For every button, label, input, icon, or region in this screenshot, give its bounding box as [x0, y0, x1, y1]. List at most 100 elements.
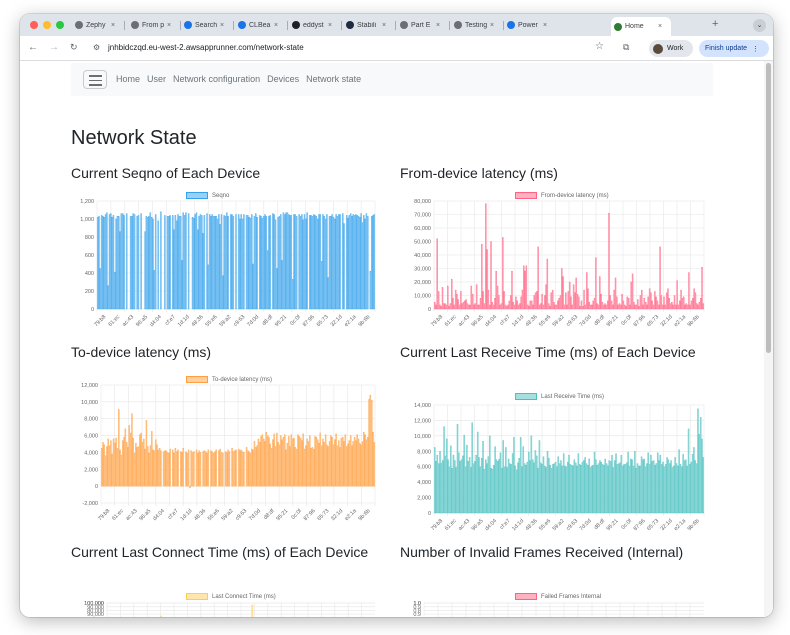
- scrollbar-thumb[interactable]: [766, 63, 771, 353]
- chart-bar: [248, 451, 250, 487]
- x-tick-label: 1d:1d: [511, 314, 525, 328]
- chart-bar: [501, 468, 503, 514]
- back-icon[interactable]: ←: [28, 42, 38, 53]
- page-scrollbar[interactable]: [764, 61, 773, 617]
- legend-swatch: [515, 192, 537, 199]
- chart-legend[interactable]: Seqno: [186, 192, 229, 199]
- chart-legend[interactable]: Failed Frames Internal: [515, 593, 601, 600]
- close-tab-icon[interactable]: ×: [328, 21, 333, 29]
- menu-toggle-icon[interactable]: [83, 70, 107, 89]
- chart-bar: [561, 268, 563, 310]
- reload-icon[interactable]: ↻: [70, 42, 78, 52]
- x-tick-label: 32:1d: [660, 518, 674, 532]
- new-tab-icon[interactable]: +: [712, 18, 719, 30]
- chart-bar: [492, 304, 495, 310]
- chart-bar: [153, 270, 156, 310]
- chart-bar: [178, 216, 181, 310]
- chart-bar: [343, 441, 345, 487]
- browser-tab[interactable]: Home ×: [611, 17, 671, 36]
- chart-bar: [697, 304, 699, 310]
- nav-link-network-state[interactable]: Network state: [306, 74, 362, 84]
- chart-bar: [663, 296, 665, 310]
- chart-bar: [139, 434, 141, 487]
- chart-bar: [255, 447, 257, 487]
- address-bar[interactable]: ⚙ jnhbidczqd.eu-west-2.awsapprunner.com/…: [88, 39, 648, 58]
- chart-bar: [115, 437, 117, 487]
- chart-bar: [179, 451, 182, 487]
- minimize-window-button[interactable]: [43, 21, 51, 29]
- chart-legend[interactable]: To-device latency (ms): [186, 376, 272, 383]
- close-window-button[interactable]: [30, 21, 38, 29]
- chart-bar: [475, 284, 478, 310]
- chart-bar: [249, 453, 252, 487]
- nav-link-user[interactable]: User: [147, 74, 167, 84]
- nav-link-home[interactable]: Home: [116, 74, 141, 84]
- x-tick-label: 9b:6b: [358, 508, 372, 522]
- y-tick-label: 400: [85, 271, 94, 277]
- chart-bar: [587, 464, 589, 514]
- close-tab-icon[interactable]: ×: [274, 21, 279, 29]
- chart-bar: [641, 289, 643, 310]
- chart-bar: [343, 223, 345, 310]
- chart-bar: [120, 454, 123, 487]
- tab-search-icon[interactable]: ⌄: [753, 19, 766, 32]
- x-tick-label: 32:1d: [330, 314, 344, 328]
- browser-tab[interactable]: Zephy ×: [72, 16, 122, 34]
- forward-icon[interactable]: →: [49, 42, 59, 53]
- close-tab-icon[interactable]: ×: [111, 21, 116, 29]
- tab-strip: Zephy × From p × Search × CLBea × eddyst × Stabili…: [20, 14, 773, 36]
- browser-tab[interactable]: eddyst ×: [289, 16, 339, 34]
- chart-bar: [172, 215, 174, 310]
- leaf-icon: [614, 22, 622, 31]
- close-tab-icon[interactable]: ×: [436, 21, 441, 29]
- url-text[interactable]: jnhbidczqd.eu-west-2.awsapprunner.com/ne…: [108, 43, 304, 52]
- chart-bar: [506, 306, 508, 310]
- chart-bar: [591, 465, 593, 514]
- chart-bar: [584, 304, 587, 310]
- chart-bar: [522, 446, 525, 514]
- browser-tab[interactable]: Search ×: [181, 16, 231, 34]
- chart-legend[interactable]: Last Receive Time (ms): [515, 393, 604, 400]
- chart-bar: [699, 417, 702, 514]
- browser-tab[interactable]: CLBea ×: [235, 16, 285, 34]
- chart-bar: [450, 445, 452, 514]
- chart-bar: [352, 214, 354, 310]
- finish-update-button[interactable]: Finish update ⋮: [699, 40, 769, 57]
- browser-tab[interactable]: Testing ×: [451, 16, 501, 34]
- chart-bar: [620, 304, 622, 310]
- browser-tab[interactable]: Stabili ×: [343, 16, 393, 34]
- chart-bar: [582, 306, 584, 310]
- chart-bar: [372, 215, 374, 310]
- chart-bar: [367, 216, 369, 310]
- maximize-window-button[interactable]: [56, 21, 64, 29]
- site-settings-icon[interactable]: ⚙: [93, 43, 101, 52]
- chart-bar: [542, 456, 545, 514]
- x-tick-label: 1d:1d: [179, 508, 193, 522]
- extensions-icon[interactable]: ⧉: [623, 42, 630, 52]
- chart-bar: [120, 213, 123, 310]
- profile-button[interactable]: Work: [649, 40, 693, 57]
- nav-link-network-configuration[interactable]: Network configuration: [173, 74, 261, 84]
- close-tab-icon[interactable]: ×: [658, 23, 663, 30]
- chart-legend[interactable]: From-device latency (ms): [515, 192, 609, 199]
- close-tab-icon[interactable]: ×: [220, 21, 225, 29]
- close-tab-icon[interactable]: ×: [382, 21, 387, 29]
- y-tick-label: 90,000: [87, 612, 104, 617]
- close-tab-icon[interactable]: ×: [543, 21, 548, 29]
- browser-tab[interactable]: From p ×: [128, 16, 178, 34]
- chart-bar: [110, 213, 112, 310]
- close-tab-icon[interactable]: ×: [167, 21, 172, 29]
- chart-bar: [566, 461, 569, 514]
- chart-bar: [442, 460, 444, 514]
- nav-link-devices[interactable]: Devices: [267, 74, 300, 84]
- close-tab-icon[interactable]: ×: [490, 21, 495, 29]
- browser-tab[interactable]: Power ×: [504, 16, 554, 34]
- chart-legend[interactable]: Last Connect Time (ms): [186, 593, 276, 600]
- x-tick-label: 1d:1d: [511, 518, 525, 532]
- chart-bar: [215, 216, 217, 310]
- chart-bar: [298, 214, 300, 310]
- chart-bar: [147, 217, 149, 310]
- browser-tab[interactable]: Part E ×: [397, 16, 447, 34]
- chart-bar: [103, 444, 105, 487]
- bookmark-star-icon[interactable]: ☆: [595, 41, 604, 52]
